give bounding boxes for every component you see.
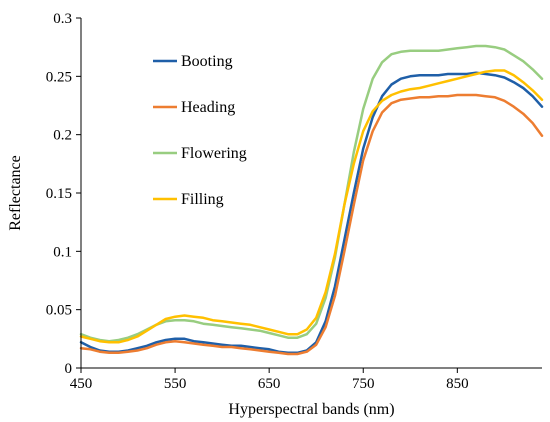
y-tick-label: 0.15 (46, 186, 72, 202)
y-tick-label: 0 (65, 361, 73, 377)
x-tick-label: 850 (446, 376, 469, 392)
series-layer (79, 44, 544, 356)
x-axis-title: Hyperspectral bands (nm) (228, 401, 394, 418)
x-tick-label: 650 (258, 376, 281, 392)
x-tick-label: 450 (70, 376, 93, 392)
legend-label-flowering: Flowering (181, 145, 247, 162)
y-tick-label: 0.1 (53, 244, 72, 260)
legend-label-booting: Booting (181, 53, 233, 70)
series-line-booting (79, 71, 544, 355)
y-tick-label: 0.05 (46, 303, 72, 319)
ticks-layer: 450 550 650 750 850 0 0.05 0.1 0.15 0.2 0.25 0.3 (46, 11, 469, 392)
y-axis-title: Reflectance (7, 155, 24, 231)
y-tick-label: 0.3 (53, 11, 72, 27)
x-tick-label: 550 (164, 376, 187, 392)
legend: Booting Heading Flowering Filling (153, 53, 247, 208)
legend-label-filling: Filling (181, 191, 224, 208)
legend-label-heading: Heading (181, 99, 235, 116)
y-tick-label: 0.25 (46, 69, 72, 85)
series-line-filling (79, 69, 544, 344)
plot-area (81, 18, 542, 368)
x-tick-label: 750 (352, 376, 375, 392)
series-line-heading (79, 93, 544, 356)
y-tick-label: 0.2 (53, 128, 72, 144)
